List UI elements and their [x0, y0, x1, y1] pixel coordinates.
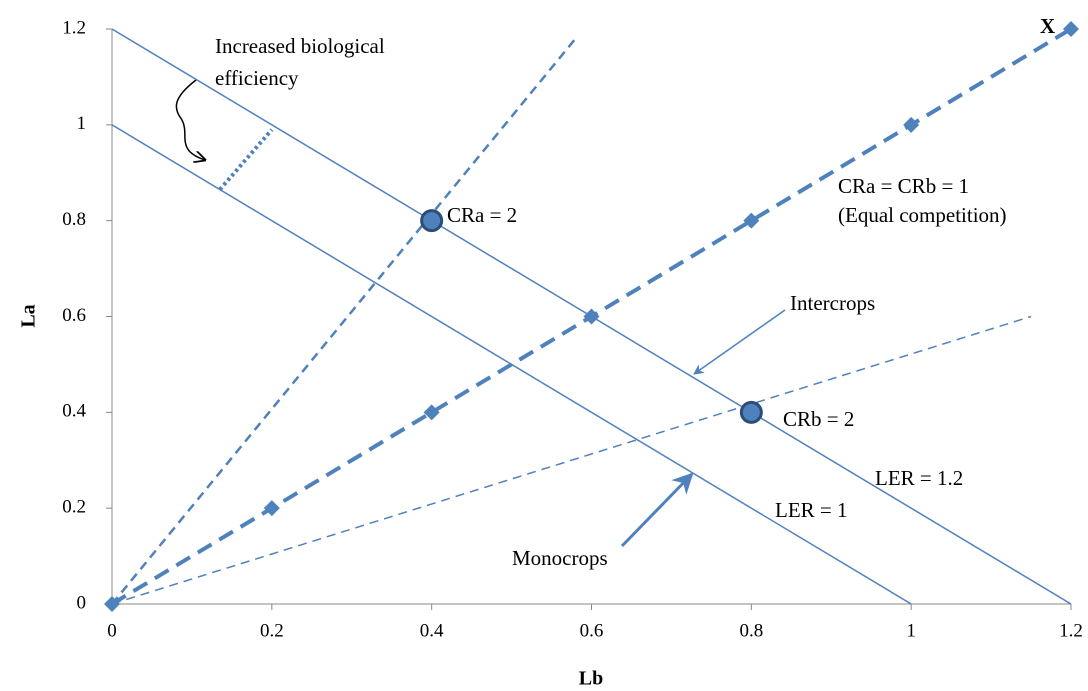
arrow: [693, 309, 786, 375]
marker: [423, 404, 440, 421]
y-tick-label: 0.4: [62, 401, 86, 422]
annotation: efficiency: [215, 66, 299, 90]
x-axis-title: Lb: [579, 668, 603, 690]
y-tick-label: 1.2: [62, 17, 86, 38]
y-tick-label: 1: [77, 113, 87, 134]
x-tick-label: 0.8: [739, 620, 763, 641]
series-label: CRa = CRb = 1: [838, 174, 969, 198]
y-tick-label: 0.8: [62, 209, 86, 230]
marker: [1063, 21, 1079, 37]
marker: [743, 212, 760, 229]
series-label: CRa = 2: [447, 203, 517, 227]
series-line: [111, 37, 577, 605]
x-tick-label: 1: [906, 620, 916, 641]
x-tick-label: 0.2: [260, 620, 284, 641]
series-label: LER = 1: [775, 498, 848, 522]
x-tick-label: 0.4: [420, 620, 444, 641]
marker: [583, 308, 600, 325]
marker: [263, 500, 280, 517]
x-tick-label: 0: [107, 620, 117, 641]
y-tick-label: 0.6: [62, 305, 86, 326]
annotation: Intercrops: [790, 291, 875, 315]
marker: [104, 596, 120, 612]
annotation: Monocrops: [512, 546, 608, 570]
series-line: [111, 315, 1032, 605]
marker: [903, 116, 920, 133]
series-line: [218, 128, 274, 191]
x-tick-label: 1.2: [1059, 620, 1083, 641]
point: [420, 209, 444, 233]
series-label: CRb = 2: [783, 407, 854, 431]
arrow: [175, 79, 205, 160]
annotation: X: [1040, 14, 1055, 38]
x-tick-label: 0.6: [580, 620, 604, 641]
annotation: Increased biological: [215, 34, 385, 58]
y-tick-label: 0: [77, 592, 87, 613]
arrow: [620, 472, 694, 548]
annotation: (Equal competition): [838, 203, 1007, 227]
series-label: LER = 1.2: [875, 466, 963, 490]
y-tick-label: 0.2: [62, 497, 86, 518]
y-axis-title: La: [18, 304, 40, 327]
point: [739, 400, 763, 424]
